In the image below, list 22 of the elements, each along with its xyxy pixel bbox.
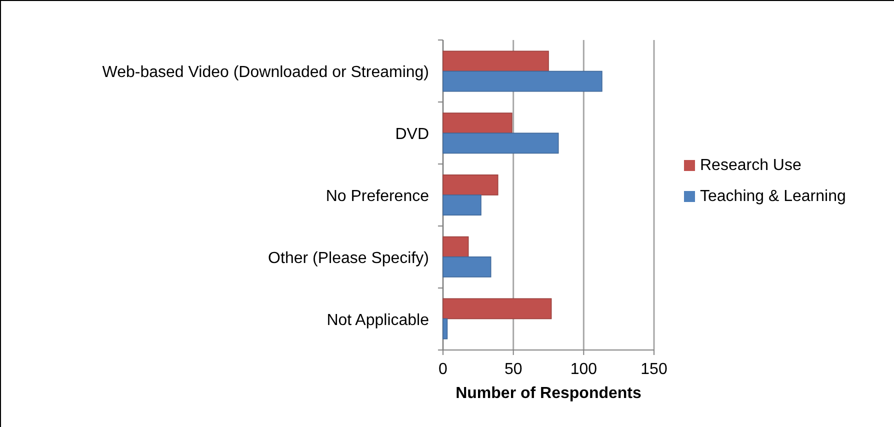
x-tick-label: 0: [438, 361, 448, 378]
bar: [442, 174, 498, 196]
x-axis-title: Number of Respondents: [456, 385, 642, 402]
bar: [442, 50, 549, 72]
bar: [442, 132, 559, 154]
y-tick-label: DVD: [395, 126, 429, 144]
y-tick-label: Web-based Video (Downloaded or Streaming): [102, 64, 429, 82]
y-tick-label: Other (Please Specify): [268, 250, 429, 267]
bar: [442, 298, 552, 320]
bar: [442, 236, 469, 258]
bar: [442, 256, 492, 278]
bar: [442, 70, 602, 92]
bar: [442, 112, 512, 134]
bar: [442, 194, 482, 216]
x-tick-label: 100: [570, 361, 598, 378]
legend-label: Research Use: [700, 157, 802, 174]
bar: [442, 318, 448, 340]
legend-label: Teaching & Learning: [700, 188, 846, 205]
x-tick-label: 150: [640, 361, 668, 378]
y-tick-label: Not Applicable: [326, 312, 430, 329]
y-tick-label: No Preference: [326, 188, 430, 205]
x-tick-label: 50: [504, 361, 522, 378]
